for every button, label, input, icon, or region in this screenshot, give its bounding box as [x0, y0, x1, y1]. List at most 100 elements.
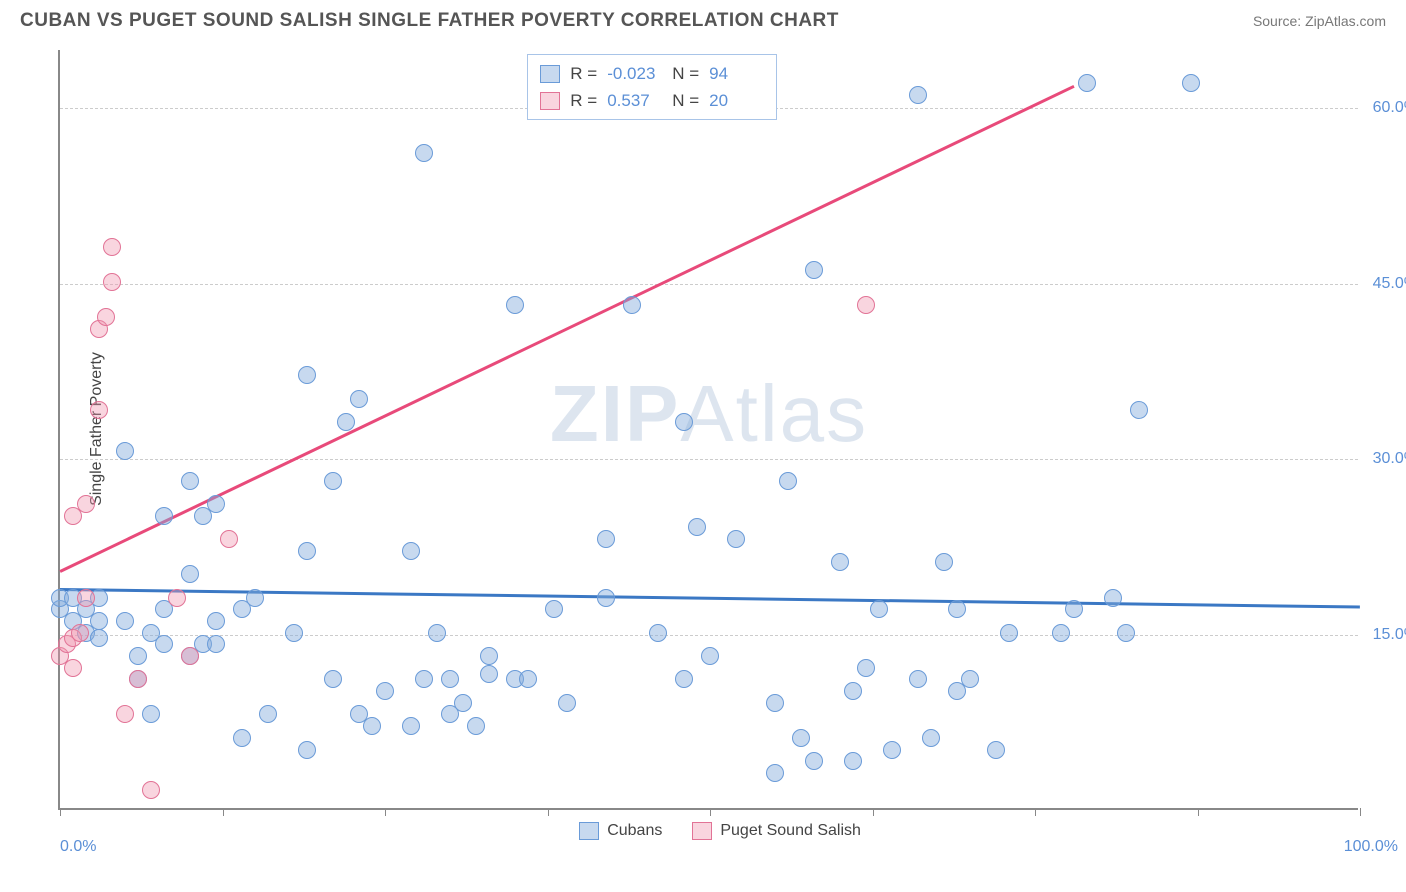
n-value: 94 [709, 60, 764, 87]
data-point [1104, 589, 1122, 607]
data-point [805, 752, 823, 770]
y-tick-label: 15.0% [1373, 626, 1406, 644]
data-point [155, 507, 173, 525]
data-point [116, 612, 134, 630]
watermark: ZIPAtlas [550, 368, 868, 460]
data-point [376, 682, 394, 700]
data-point [298, 741, 316, 759]
data-point [97, 308, 115, 326]
y-tick-label: 60.0% [1373, 99, 1406, 117]
data-point [415, 670, 433, 688]
x-max-label: 100.0% [1344, 838, 1398, 856]
data-point [987, 741, 1005, 759]
data-point [558, 694, 576, 712]
data-point [779, 472, 797, 490]
data-point [155, 635, 173, 653]
data-point [90, 612, 108, 630]
n-label: N = [672, 60, 699, 87]
y-tick-label: 45.0% [1373, 275, 1406, 293]
data-point [181, 565, 199, 583]
data-point [207, 612, 225, 630]
legend-label: Puget Sound Salish [720, 822, 861, 840]
series-legend: Cubans Puget Sound Salish [579, 822, 861, 840]
n-value: 20 [709, 87, 764, 114]
data-point [766, 694, 784, 712]
data-point [207, 495, 225, 513]
x-tick [1198, 808, 1199, 816]
data-point [90, 629, 108, 647]
data-point [324, 472, 342, 490]
grid-line [60, 284, 1358, 285]
x-tick [873, 808, 874, 816]
data-point [1182, 74, 1200, 92]
legend-swatch [692, 822, 712, 840]
data-point [415, 144, 433, 162]
x-tick [385, 808, 386, 816]
source-attribution: Source: ZipAtlas.com [1253, 13, 1386, 29]
data-point [948, 600, 966, 618]
data-point [285, 624, 303, 642]
data-point [71, 624, 89, 642]
x-min-label: 0.0% [60, 838, 96, 856]
data-point [129, 670, 147, 688]
data-point [337, 413, 355, 431]
r-label: R = [570, 87, 597, 114]
data-point [1065, 600, 1083, 618]
data-point [766, 764, 784, 782]
data-point [142, 781, 160, 799]
stats-legend: R =-0.023N =94R =0.537N =20 [527, 54, 777, 120]
data-point [831, 553, 849, 571]
data-point [675, 670, 693, 688]
data-point [233, 729, 251, 747]
data-point [597, 530, 615, 548]
data-point [1000, 624, 1018, 642]
data-point [805, 261, 823, 279]
stats-row: R = 0.537 N = 20 [540, 87, 764, 114]
data-point [545, 600, 563, 618]
data-point [909, 670, 927, 688]
data-point [103, 273, 121, 291]
y-axis-title: Single Father Poverty [88, 352, 106, 506]
data-point [220, 530, 238, 548]
chart-plot-area: Single Father Poverty ZIPAtlas R =-0.023… [58, 50, 1358, 810]
x-tick [223, 808, 224, 816]
data-point [935, 553, 953, 571]
data-point [454, 694, 472, 712]
data-point [649, 624, 667, 642]
data-point [77, 495, 95, 513]
data-point [467, 717, 485, 735]
x-tick [548, 808, 549, 816]
data-point [857, 296, 875, 314]
r-value: 0.537 [607, 87, 662, 114]
chart-title: CUBAN VS PUGET SOUND SALISH SINGLE FATHE… [20, 10, 839, 32]
legend-item: Puget Sound Salish [692, 822, 861, 840]
n-label: N = [672, 87, 699, 114]
data-point [1117, 624, 1135, 642]
data-point [701, 647, 719, 665]
data-point [1052, 624, 1070, 642]
grid-line [60, 635, 1358, 636]
data-point [441, 670, 459, 688]
data-point [181, 472, 199, 490]
data-point [142, 705, 160, 723]
data-point [480, 665, 498, 683]
data-point [103, 238, 121, 256]
legend-swatch [540, 65, 560, 83]
data-point [883, 741, 901, 759]
legend-item: Cubans [579, 822, 662, 840]
data-point [922, 729, 940, 747]
legend-swatch [540, 92, 560, 110]
legend-label: Cubans [607, 822, 662, 840]
data-point [909, 86, 927, 104]
data-point [623, 296, 641, 314]
data-point [675, 413, 693, 431]
legend-swatch [579, 822, 599, 840]
data-point [961, 670, 979, 688]
data-point [350, 390, 368, 408]
data-point [298, 366, 316, 384]
x-tick [1035, 808, 1036, 816]
data-point [64, 659, 82, 677]
x-tick [1360, 808, 1361, 816]
data-point [506, 296, 524, 314]
data-point [480, 647, 498, 665]
